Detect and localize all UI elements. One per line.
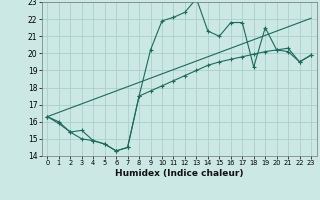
X-axis label: Humidex (Indice chaleur): Humidex (Indice chaleur) — [115, 169, 244, 178]
